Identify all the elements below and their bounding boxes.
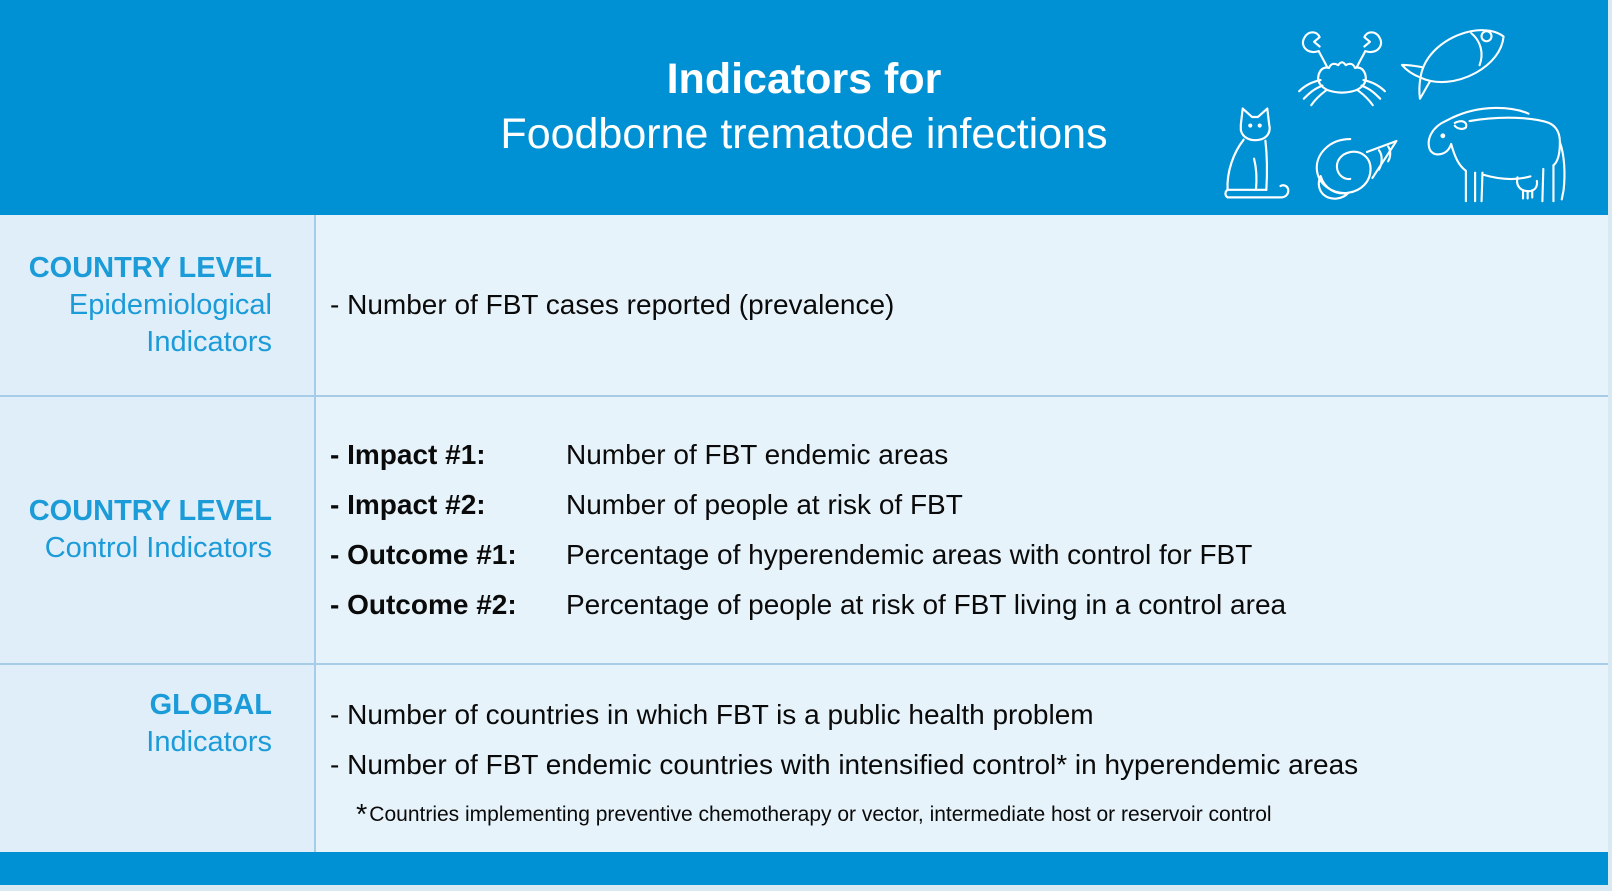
row-label-subtitle: Indicators — [146, 726, 272, 758]
indicator-item: - Number of FBT endemic countries with i… — [330, 747, 1592, 783]
row-label-cell: COUNTRY LEVEL Control Indicators — [0, 397, 316, 663]
row-label-title: GLOBAL — [149, 689, 272, 721]
footnote-asterisk: * — [356, 798, 368, 831]
page-title: Indicators for Foodborne trematode infec… — [0, 0, 1608, 162]
indicator-label: - Outcome #2: — [330, 589, 517, 620]
cow-icon — [1427, 106, 1566, 203]
indicator-text: - Number of FBT endemic countries with i… — [330, 748, 1359, 780]
indicator-text: - Number of FBT cases reported (prevalen… — [330, 289, 895, 320]
row-label-title: COUNTRY LEVEL — [28, 495, 272, 527]
row-label-subtitle: Control Indicators — [44, 532, 272, 564]
row-label-subtitle: Indicators — [146, 325, 272, 358]
cat-icon — [1224, 107, 1290, 199]
footnote-text: Countries implementing preventive chemot… — [369, 802, 1272, 826]
indicator-label: - Outcome #1: — [330, 539, 517, 570]
animal-icons-cluster — [1205, 16, 1590, 206]
indicator-text: Number of FBT endemic areas — [566, 439, 949, 470]
indicator-item: - Impact #2: Number of people at risk of… — [330, 487, 1592, 523]
row-content-cell: - Number of FBT cases reported (prevalen… — [316, 215, 1608, 395]
row-country-control: COUNTRY LEVEL Control Indicators - Impac… — [0, 397, 1608, 665]
indicator-text: Number of people at risk of FBT — [566, 489, 963, 520]
row-country-epidemiological: COUNTRY LEVEL Epidemiological Indicators… — [0, 215, 1608, 397]
row-content-cell: - Number of countries in which FBT is a … — [316, 665, 1608, 852]
footer-bar — [0, 852, 1608, 885]
indicator-item: - Outcome #2: Percentage of people at ri… — [330, 587, 1592, 623]
row-label-cell: GLOBAL Indicators — [0, 665, 316, 852]
snail-shell-icon — [1315, 138, 1398, 200]
indicator-item: - Impact #1: Number of FBT endemic areas — [330, 437, 1592, 473]
indicator-item: - Number of countries in which FBT is a … — [330, 697, 1592, 733]
indicator-item: - Outcome #1: Percentage of hyperendemic… — [330, 537, 1592, 573]
footnote: *Countries implementing preventive chemo… — [330, 798, 1592, 831]
title-line-1: Indicators for — [666, 55, 942, 103]
indicator-label: - Impact #2: — [330, 489, 486, 520]
indicator-text: Percentage of people at risk of FBT livi… — [566, 589, 1287, 620]
row-label-title: COUNTRY LEVEL — [28, 251, 272, 284]
row-content-cell: - Impact #1: Number of FBT endemic areas… — [316, 397, 1608, 663]
title-line-2: Foodborne trematode infections — [500, 110, 1108, 158]
indicator-text: Percentage of hyperendemic areas with co… — [566, 539, 1253, 570]
indicator-item: - Number of FBT cases reported (prevalen… — [330, 287, 1592, 323]
indicator-label: - Impact #1: — [330, 439, 486, 470]
crab-icon — [1298, 31, 1386, 107]
row-label-subtitle: Epidemiological — [68, 288, 272, 321]
fish-icon — [1400, 29, 1505, 100]
indicator-text: - Number of countries in which FBT is a … — [330, 698, 1094, 730]
row-global: GLOBAL Indicators - Number of countries … — [0, 665, 1608, 852]
header-banner: Indicators for Foodborne trematode infec… — [0, 0, 1608, 215]
row-label-cell: COUNTRY LEVEL Epidemiological Indicators — [0, 215, 316, 395]
